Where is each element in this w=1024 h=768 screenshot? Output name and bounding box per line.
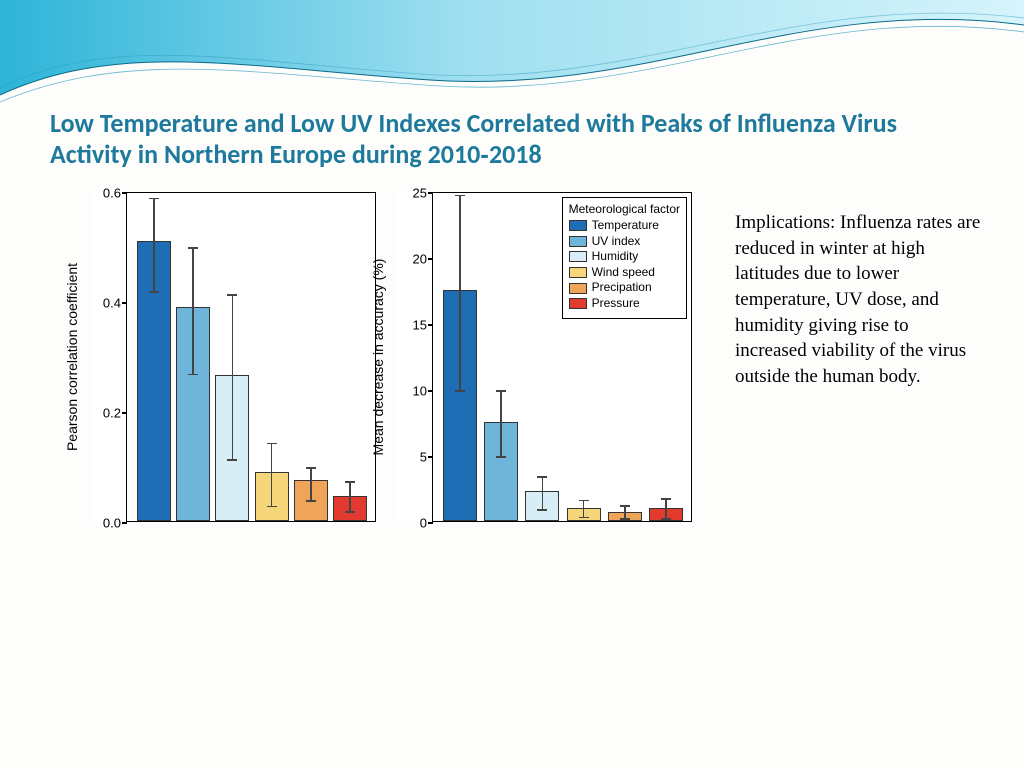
ytick-mark xyxy=(428,390,433,392)
error-cap xyxy=(455,390,465,392)
legend-item: Humidity xyxy=(569,249,680,265)
chart-accuracy: Mean decrease in accuracy (%) 0510152025… xyxy=(396,192,692,522)
legend-swatch xyxy=(569,267,587,278)
error-bar xyxy=(665,499,667,519)
error-cap xyxy=(496,390,506,392)
legend-swatch xyxy=(569,283,587,294)
legend-label: UV index xyxy=(592,234,641,250)
error-bar xyxy=(583,501,585,518)
legend-swatch xyxy=(569,220,587,231)
error-cap xyxy=(345,481,355,483)
error-bar xyxy=(349,482,351,512)
error-cap xyxy=(306,500,316,502)
legend-label: Humidity xyxy=(592,249,639,265)
error-bar xyxy=(271,443,273,506)
legend-label: Precipation xyxy=(592,280,652,296)
error-cap xyxy=(579,517,589,519)
ytick-mark xyxy=(428,456,433,458)
error-bar xyxy=(459,196,461,391)
legend: Meteorological factor TemperatureUV index… xyxy=(562,197,687,319)
error-cap xyxy=(306,467,316,469)
error-bar xyxy=(542,477,544,510)
legend-item: Pressure xyxy=(569,296,680,312)
ytick-mark xyxy=(122,192,127,194)
error-bar xyxy=(232,295,234,460)
legend-swatch xyxy=(569,251,587,262)
error-cap xyxy=(455,195,465,197)
legend-item: UV index xyxy=(569,234,680,250)
chart1-ylabel: Pearson correlation coefficient xyxy=(64,263,80,451)
error-cap xyxy=(267,443,277,445)
error-cap xyxy=(496,456,506,458)
error-cap xyxy=(188,247,198,249)
chart-pearson: Pearson correlation coefficient 0.00.20.… xyxy=(90,192,376,522)
error-cap xyxy=(267,506,277,508)
error-bar xyxy=(624,506,626,519)
ytick-mark xyxy=(122,522,127,524)
error-bar xyxy=(153,199,155,293)
legend-label: Pressure xyxy=(592,296,640,312)
error-cap xyxy=(227,459,237,461)
error-cap xyxy=(537,509,547,511)
legend-item: Precipation xyxy=(569,280,680,296)
error-bar xyxy=(500,391,502,457)
legend-swatch xyxy=(569,298,587,309)
ytick-mark xyxy=(428,522,433,524)
legend-title: Meteorological factor xyxy=(569,202,680,216)
chart1-plot-area: 0.00.20.40.6 xyxy=(126,192,376,522)
slide-title: Low Temperature and Low UV Indexes Corre… xyxy=(50,108,974,170)
legend-label: Wind speed xyxy=(592,265,655,281)
legend-item: Wind speed xyxy=(569,265,680,281)
charts-container: Pearson correlation coefficient 0.00.20.… xyxy=(90,192,692,522)
legend-item: Temperature xyxy=(569,218,680,234)
legend-label: Temperature xyxy=(592,218,659,234)
implications-text: Implications: Influenza rates are reduce… xyxy=(735,210,985,389)
legend-swatch xyxy=(569,236,587,247)
ytick-mark xyxy=(122,412,127,414)
chart2-plot-area: 0510152025Meteorological factorTemperatu… xyxy=(432,192,692,522)
error-cap xyxy=(227,294,237,296)
error-cap xyxy=(620,518,630,520)
error-cap xyxy=(149,291,159,293)
ytick-mark xyxy=(122,302,127,304)
ytick-mark xyxy=(428,258,433,260)
error-cap xyxy=(661,518,671,520)
error-cap xyxy=(537,476,547,478)
error-cap xyxy=(661,498,671,500)
chart2-ylabel: Mean decrease in accuracy (%) xyxy=(370,259,386,456)
error-cap xyxy=(149,198,159,200)
ytick-mark xyxy=(428,324,433,326)
error-bar xyxy=(192,248,194,375)
error-bar xyxy=(310,468,312,501)
error-cap xyxy=(579,500,589,502)
error-cap xyxy=(188,374,198,376)
ytick-mark xyxy=(428,192,433,194)
error-cap xyxy=(620,505,630,507)
error-cap xyxy=(345,511,355,513)
